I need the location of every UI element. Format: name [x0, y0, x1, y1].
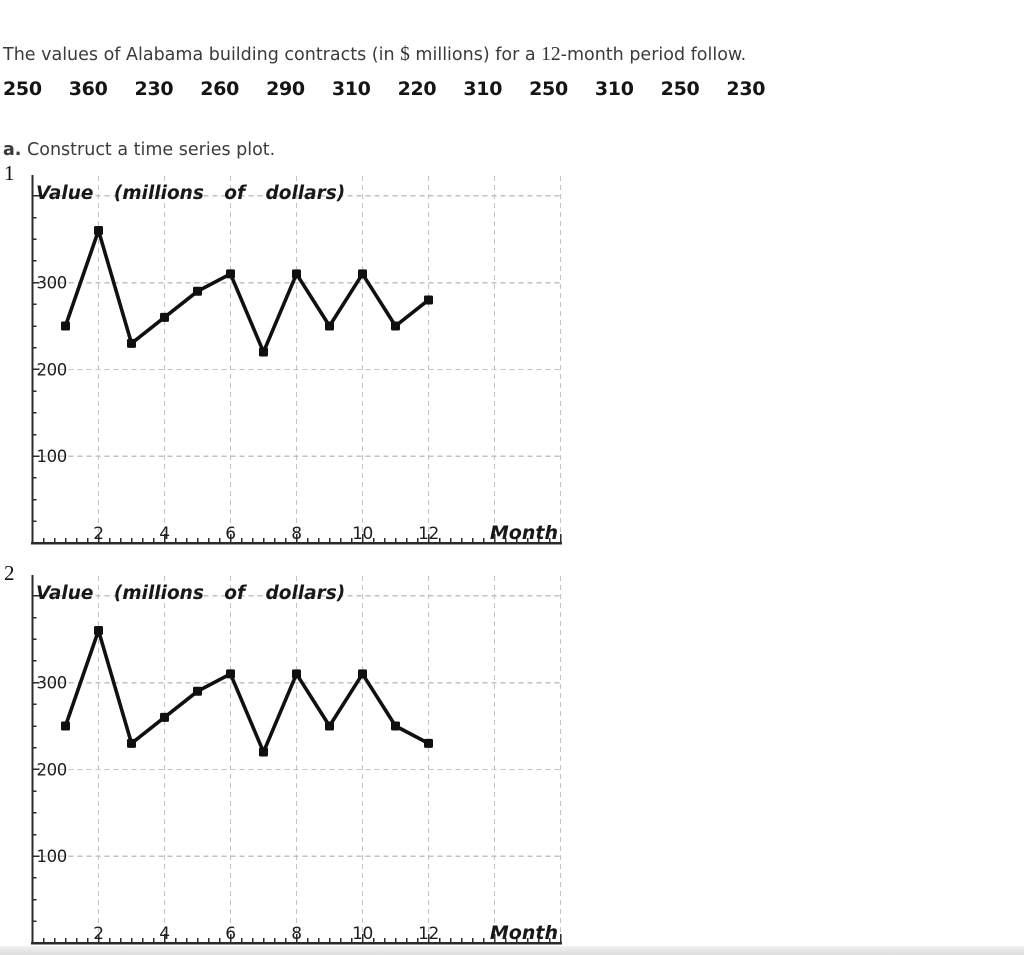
data-point: [127, 338, 136, 348]
problem-text-prefix: The values of Alabama building contracts…: [3, 44, 401, 65]
series-line: [63, 628, 431, 754]
problem-text-suffix: -month period follow.: [560, 44, 747, 65]
plot-option-1[interactable]: 100 200 300 2 4 6 8 10 12 Month Value (millions of…: [0, 162, 570, 554]
data-value: 250: [529, 78, 568, 100]
data-point: [292, 269, 301, 279]
chart-title: Value (millions of dollars): [36, 183, 345, 204]
x-tick-label: 4: [159, 524, 169, 544]
x-tick-label: 8: [291, 524, 301, 544]
y-tick-label: 100: [37, 847, 67, 866]
axis-labels: 100 200 300 2 4 6 8 10 12: [37, 674, 440, 944]
x-tick-label: 2: [93, 524, 103, 544]
gridlines: [32, 576, 562, 943]
data-point: [325, 321, 334, 331]
option-number: 2: [4, 562, 15, 585]
y-tick-label: 200: [37, 760, 67, 779]
data-value: 360: [68, 78, 108, 100]
data-point: [424, 738, 433, 748]
x-tick-label: 10: [352, 524, 373, 544]
data-point: [325, 721, 334, 731]
chart-title: Value (millions of dollars): [36, 583, 345, 604]
part-a-instruction: a. Construct a time series plot.: [3, 140, 275, 160]
data-point: [358, 269, 367, 279]
part-a-label: a.: [3, 139, 22, 160]
data-value: 250: [660, 78, 700, 100]
x-tick-label: 6: [225, 924, 235, 944]
data-value: 290: [266, 78, 305, 100]
data-value: 310: [594, 78, 634, 100]
time-series-chart-option-2[interactable]: 100 200 300 2 4 6 8 10 12 Month Value (millions of…: [0, 562, 570, 954]
dollar-sign-math: $: [400, 43, 410, 65]
x-axis-title: Month: [490, 922, 558, 944]
data-point: [259, 347, 268, 357]
series-line: [63, 228, 431, 354]
x-tick-label: 12: [418, 924, 439, 944]
data-value: 250: [3, 78, 42, 100]
x-tick-label: 2: [93, 924, 103, 944]
axis-labels: 100 200 300 2 4 6 8 10 12: [37, 274, 440, 544]
y-tick-label: 100: [37, 447, 67, 466]
data-point: [226, 669, 235, 679]
data-points: [61, 626, 433, 757]
x-tick-label: 6: [225, 524, 235, 544]
y-tick-label: 300: [37, 674, 67, 693]
twelve-math: 12: [541, 43, 561, 65]
option-number: 1: [4, 162, 15, 185]
x-tick-label: 12: [418, 524, 439, 544]
x-axis-title: Month: [490, 522, 558, 544]
data-point: [193, 286, 202, 296]
data-point: [160, 312, 169, 322]
data-point: [259, 747, 268, 757]
axis-ticks: [32, 195, 562, 543]
data-point: [391, 721, 400, 731]
data-point: [226, 269, 235, 279]
data-value: 310: [463, 78, 503, 100]
problem-text-mid: millions) for a: [409, 44, 542, 65]
y-tick-label: 300: [37, 274, 67, 293]
data-point: [160, 712, 169, 722]
data-point: [94, 626, 103, 636]
data-point: [127, 738, 136, 748]
x-tick-label: 10: [352, 924, 373, 944]
problem-statement: The values of Alabama building contracts…: [3, 44, 746, 66]
data-points: [61, 226, 433, 357]
axis-ticks: [32, 595, 562, 943]
data-point: [61, 721, 70, 731]
time-series-chart-option-1[interactable]: 100 200 300 2 4 6 8 10 12 Month Value (millions of…: [0, 162, 570, 554]
window-bottom-edge: [0, 946, 1024, 955]
data-value: 260: [200, 78, 240, 100]
data-point: [61, 321, 70, 331]
y-tick-label: 200: [37, 360, 67, 379]
x-tick-label: 8: [291, 924, 301, 944]
data-value: 230: [134, 78, 174, 100]
data-point: [292, 669, 301, 679]
plot-option-2[interactable]: 100 200 300 2 4 6 8 10 12 Month Value (millions of…: [0, 562, 570, 954]
data-point: [424, 295, 433, 305]
data-point: [94, 226, 103, 236]
gridlines: [32, 176, 562, 543]
data-point: [391, 321, 400, 331]
data-value: 230: [726, 78, 766, 100]
data-point: [358, 669, 367, 679]
x-tick-label: 4: [159, 924, 169, 944]
data-value: 310: [331, 78, 371, 100]
data-values-row: 250 360 230 260 290 310 220 310 250 310 250 230: [3, 78, 792, 100]
data-point: [193, 686, 202, 696]
data-value: 220: [397, 78, 437, 100]
part-a-text: Construct a time series plot.: [21, 139, 276, 160]
